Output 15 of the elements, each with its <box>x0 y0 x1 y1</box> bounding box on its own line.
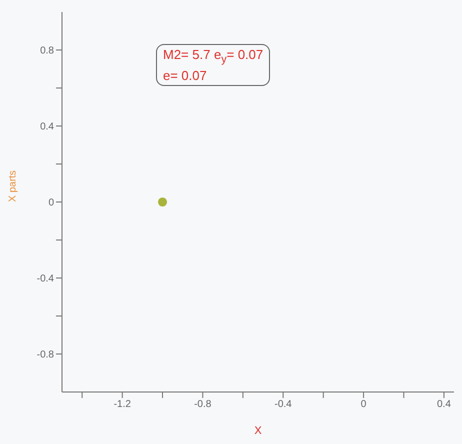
y-tick-label: 0 <box>48 198 54 209</box>
y-tick-label: 0.8 <box>40 46 54 57</box>
x-tick-label: -0.4 <box>274 399 292 410</box>
y-axis-title: X parts <box>8 170 19 202</box>
annotation: e= 0.07 <box>163 68 208 83</box>
y-tick-label: 0.4 <box>40 122 54 133</box>
x-tick-label: 0.4 <box>436 399 452 410</box>
annotation: M2= 5.7 e$_{y}$= 0.07 <box>163 47 264 68</box>
x-tick-label: -0.8 <box>194 399 212 410</box>
text-box: M2= 5.7 e$_{y}$= 0.07 e= 0.07 <box>156 44 270 86</box>
x-tick-label: 0 <box>360 399 367 410</box>
y-tick-label: -0.8 <box>36 350 54 361</box>
y-tick-label: -0.4 <box>36 274 54 285</box>
x-tick-label: -1.2 <box>114 399 132 410</box>
x-axis-title: X <box>254 425 262 437</box>
